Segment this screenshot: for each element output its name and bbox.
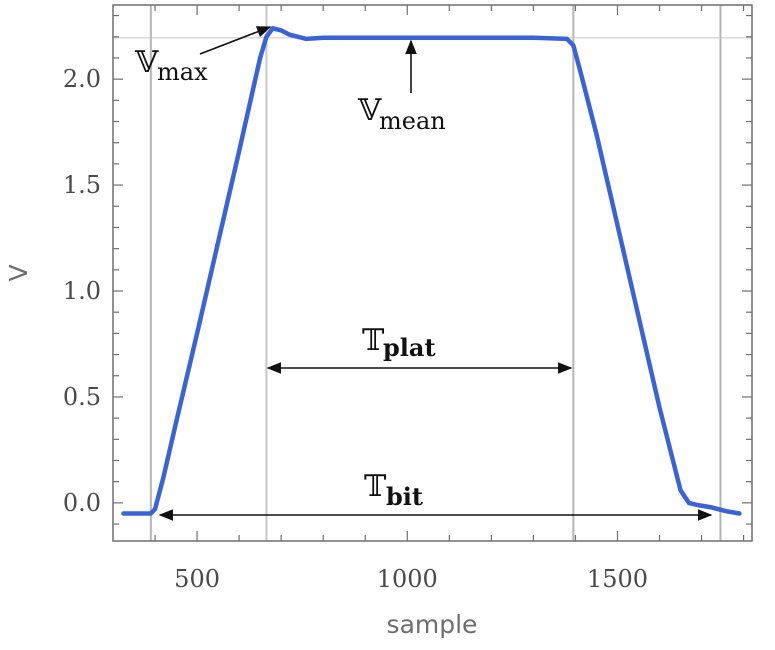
data-series — [121, 26, 742, 516]
vmean-label: 𝕍 mean — [357, 93, 446, 135]
y-tick-label: 1.5 — [63, 171, 101, 199]
plot-frame — [112, 4, 753, 542]
vmax-label: 𝕍 max — [134, 45, 208, 86]
tbit-symbol: 𝕋 — [364, 469, 387, 504]
y-tick-label: 1.0 — [63, 277, 101, 305]
tick-labels: 500 1000 1500 0.0 0.5 1.0 1.5 2.0 — [63, 65, 648, 593]
annotation-arrows — [158, 26, 713, 521]
y-tick-label: 2.0 — [63, 65, 101, 93]
tbit-subscript: bit — [386, 482, 423, 511]
vmax-symbol: 𝕍 — [134, 45, 159, 80]
tplat-label: 𝕋 plat — [362, 323, 436, 362]
x-axis-title: sample — [387, 610, 478, 639]
y-axis-title: V — [4, 264, 33, 281]
axis-ticks — [113, 5, 752, 541]
y-tick-label: 0.0 — [63, 489, 101, 517]
y-tick-label: 0.5 — [63, 383, 101, 411]
tbit-label: 𝕋 bit — [364, 469, 423, 511]
vmean-subscript: mean — [379, 107, 446, 135]
vmax-subscript: max — [157, 58, 208, 86]
x-tick-label: 1500 — [587, 565, 648, 593]
tplat-subscript: plat — [383, 333, 436, 362]
vmax-arrow — [199, 26, 272, 55]
x-tick-label: 1000 — [377, 565, 438, 593]
vmean-symbol: 𝕍 — [357, 93, 382, 128]
tplat-symbol: 𝕋 — [362, 323, 385, 358]
x-tick-label: 500 — [174, 565, 220, 593]
voltage-series-line — [121, 26, 742, 516]
